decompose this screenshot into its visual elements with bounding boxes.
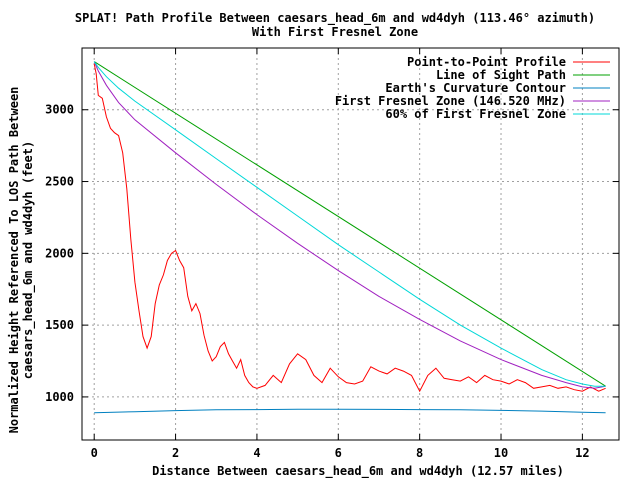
y-axis-label-line2: caesars_head_6m and wd4dyh (feet) (21, 141, 36, 379)
series-line-earth-s-curvature-contour (94, 408, 606, 414)
y-tick-label: 1500 (45, 318, 74, 332)
legend-label: 60% of First Fresnel Zone (385, 107, 566, 121)
y-tick-label: 2000 (45, 246, 74, 260)
legend-label: Point-to-Point Profile (407, 55, 566, 69)
x-tick-label: 0 (91, 446, 98, 460)
plot-series (93, 61, 606, 414)
y-tick-label: 1000 (45, 390, 74, 404)
x-tick-label: 8 (416, 446, 423, 460)
x-tick-label: 4 (253, 446, 260, 460)
legend-label: Line of Sight Path (436, 68, 566, 82)
chart-subtitle: With First Fresnel Zone (252, 25, 418, 39)
series-line-first-fresnel-zone-146-520-mhz (93, 61, 606, 389)
y-axis-label-line1: Normalized Height Referenced To LOS Path… (7, 87, 21, 434)
x-tick-label: 6 (335, 446, 342, 460)
series-line-line-of-sight-path (93, 61, 606, 387)
chart-title: SPLAT! Path Profile Between caesars_head… (75, 11, 595, 26)
y-tick-label: 2500 (45, 175, 74, 189)
legend-label: Earth's Curvature Contour (385, 81, 566, 95)
x-tick-label: 2 (172, 446, 179, 460)
plot-frame (81, 47, 620, 441)
x-tick-label: 12 (575, 446, 589, 460)
legend-label: First Fresnel Zone (146.520 MHz) (335, 94, 566, 108)
series-line-60-of-first-fresnel-zone (93, 61, 606, 387)
x-tick-label: 10 (494, 446, 508, 460)
x-axis-label: Distance Between caesars_head_6m and wd4… (152, 464, 564, 479)
axis-ticks: 0 2 4 6 8 10 12 1000 1500 2000 2500 3000 (45, 48, 619, 460)
series-line-point-to-point-profile (93, 63, 606, 393)
y-tick-label: 3000 (45, 103, 74, 117)
